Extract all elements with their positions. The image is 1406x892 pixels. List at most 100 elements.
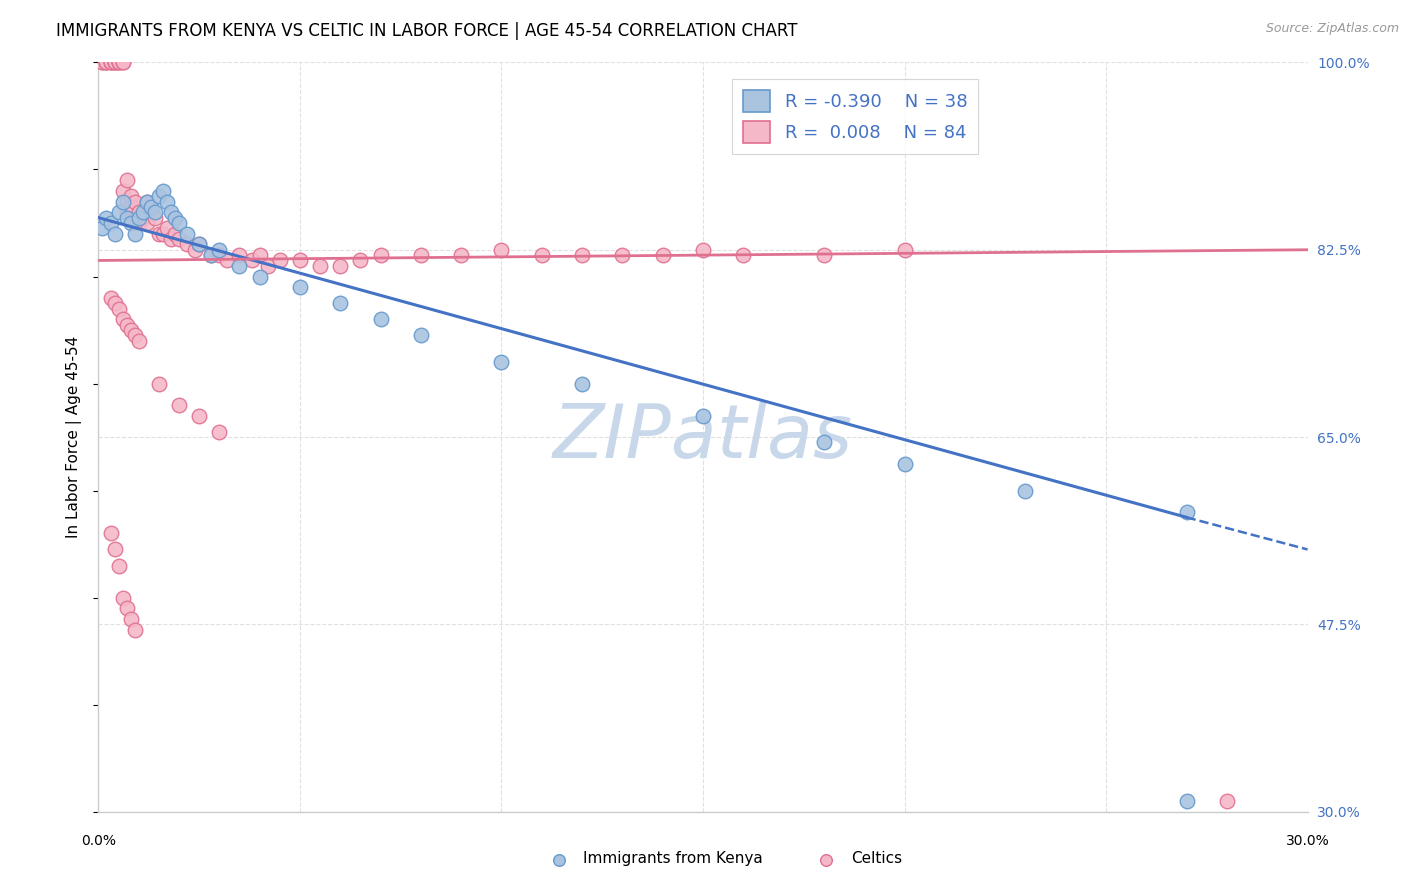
Point — [228, 259, 250, 273]
Point — [120, 200, 142, 214]
Point — [128, 216, 150, 230]
Point — [96, 55, 118, 70]
Legend: R = -0.390    N = 38, R =  0.008    N = 84: R = -0.390 N = 38, R = 0.008 N = 84 — [733, 79, 979, 153]
Point — [100, 55, 122, 70]
Text: 30.0%: 30.0% — [1285, 834, 1330, 848]
Point — [124, 328, 146, 343]
Point — [135, 216, 157, 230]
Point — [228, 248, 250, 262]
Point — [163, 211, 186, 225]
Point — [107, 55, 129, 70]
Point — [450, 248, 472, 262]
Point — [103, 542, 125, 557]
Point — [156, 194, 179, 209]
Point — [1014, 483, 1036, 498]
Point — [651, 248, 673, 262]
Point — [217, 253, 239, 268]
Point — [111, 55, 134, 70]
Point — [491, 243, 513, 257]
Point — [813, 248, 835, 262]
Point — [139, 205, 162, 219]
Point — [107, 558, 129, 573]
Point — [1175, 505, 1198, 519]
Point — [96, 211, 118, 225]
Point — [208, 243, 231, 257]
Text: Celtics: Celtics — [851, 851, 901, 865]
Point — [111, 194, 134, 209]
Point — [167, 232, 190, 246]
Point — [167, 216, 190, 230]
Point — [135, 194, 157, 209]
Point — [208, 425, 231, 439]
Point — [692, 243, 714, 257]
Point — [124, 211, 146, 225]
Point — [571, 248, 593, 262]
Point — [491, 355, 513, 369]
Point — [571, 376, 593, 391]
Point — [107, 301, 129, 316]
Point — [100, 55, 122, 70]
Point — [143, 205, 166, 219]
Point — [893, 243, 915, 257]
Point — [100, 526, 122, 541]
Point — [128, 205, 150, 219]
Point — [115, 194, 138, 209]
Point — [733, 248, 755, 262]
Point — [115, 318, 138, 332]
Point — [132, 211, 155, 225]
Point — [409, 248, 432, 262]
Point — [111, 184, 134, 198]
Point — [103, 55, 125, 70]
Point — [163, 227, 186, 241]
Text: ZIPatlas: ZIPatlas — [553, 401, 853, 473]
Point — [111, 591, 134, 605]
Point — [329, 296, 352, 310]
Point — [124, 194, 146, 209]
Point — [120, 189, 142, 203]
Point — [370, 312, 392, 326]
Point — [1216, 794, 1239, 808]
Point — [288, 280, 311, 294]
Point — [115, 211, 138, 225]
Point — [188, 237, 211, 252]
Point — [107, 205, 129, 219]
Point — [156, 221, 179, 235]
Point — [148, 227, 170, 241]
Point — [115, 173, 138, 187]
Point — [152, 184, 174, 198]
Point — [120, 323, 142, 337]
Point — [120, 216, 142, 230]
Point — [152, 227, 174, 241]
Point — [184, 243, 207, 257]
Point — [612, 248, 634, 262]
Point — [256, 259, 278, 273]
Point — [111, 312, 134, 326]
Point — [96, 55, 118, 70]
Point — [100, 55, 122, 70]
Point — [269, 253, 291, 268]
Point — [107, 55, 129, 70]
Point — [249, 248, 271, 262]
Point — [160, 205, 183, 219]
Point — [111, 55, 134, 70]
Point — [120, 612, 142, 626]
Point — [188, 409, 211, 423]
Point — [530, 248, 553, 262]
Point — [240, 253, 263, 268]
Point — [409, 328, 432, 343]
Point — [1175, 794, 1198, 808]
Text: Source: ZipAtlas.com: Source: ZipAtlas.com — [1265, 22, 1399, 36]
Point — [100, 216, 122, 230]
Point — [188, 237, 211, 252]
Y-axis label: In Labor Force | Age 45-54: In Labor Force | Age 45-54 — [66, 336, 83, 538]
Point — [160, 232, 183, 246]
Point — [370, 248, 392, 262]
Point — [103, 55, 125, 70]
Point — [128, 211, 150, 225]
Text: IMMIGRANTS FROM KENYA VS CELTIC IN LABOR FORCE | AGE 45-54 CORRELATION CHART: IMMIGRANTS FROM KENYA VS CELTIC IN LABOR… — [56, 22, 797, 40]
Point — [329, 259, 352, 273]
Point — [115, 205, 138, 219]
Point — [208, 248, 231, 262]
Point — [148, 189, 170, 203]
Point — [288, 253, 311, 268]
